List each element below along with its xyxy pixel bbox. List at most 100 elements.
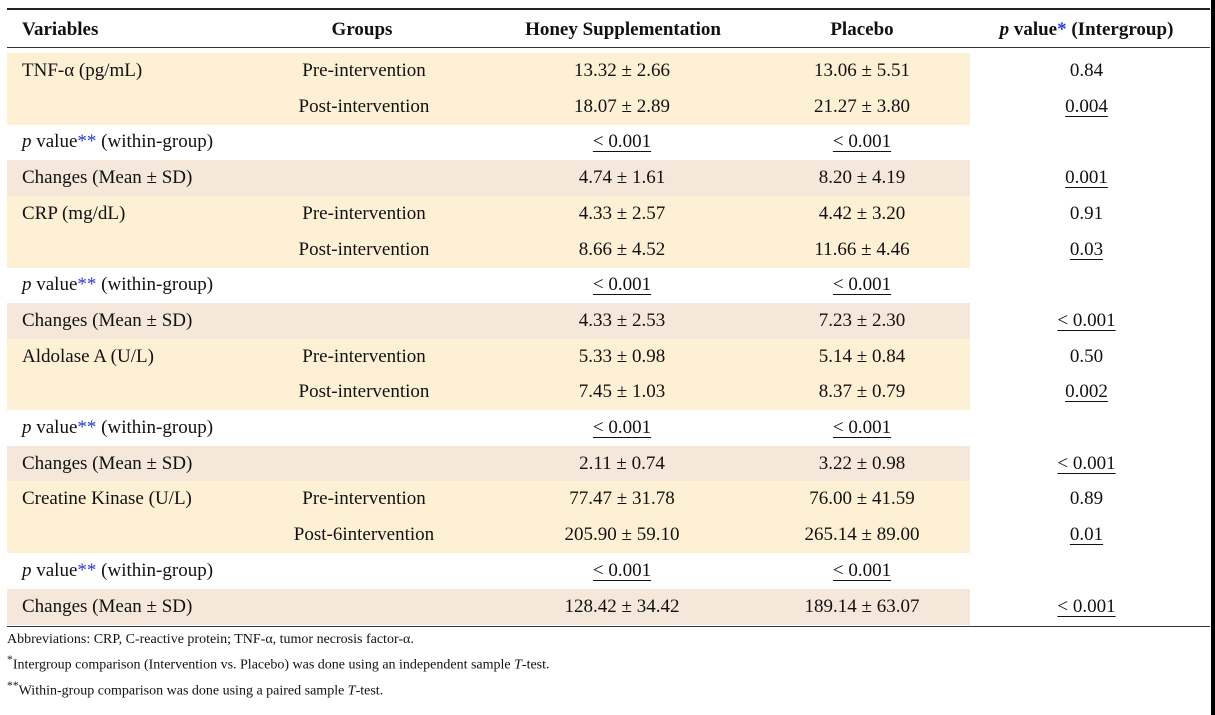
double-asterisk-footnote-marker: ** bbox=[77, 274, 97, 296]
row-p-value: 0.50 bbox=[1069, 345, 1104, 367]
row-variable: TNF-α (pg/mL) bbox=[22, 60, 143, 81]
row-honey-value: 18.07 ± 2.89 bbox=[574, 95, 670, 117]
table-row: p value** (within-group) < 0.001 < 0.001 bbox=[7, 553, 970, 589]
row-group bbox=[275, 410, 453, 446]
row-honey-value: 5.33 ± 0.98 bbox=[578, 345, 666, 367]
row-variable: p value** (within-group) bbox=[22, 131, 214, 153]
table-row: Post-intervention 7.45 ± 1.03 8.37 ± 0.79 0… bbox=[7, 374, 1108, 411]
table-row: Post-6intervention 205.90 ± 59.10 265.14 ±… bbox=[7, 517, 1103, 554]
table-bottom-rule bbox=[7, 626, 1210, 627]
table-header-rule bbox=[7, 47, 1210, 48]
row-group bbox=[275, 589, 453, 625]
table-row: Changes (Mean ± SD) 4.33 ± 2.53 7.23 ± 2.3… bbox=[7, 302, 1116, 339]
row-honey-value: 13.32 ± 2.66 bbox=[574, 60, 670, 81]
row-placebo-value: 3.22 ± 0.98 bbox=[818, 452, 906, 474]
row-variable: p value** (within-group) bbox=[22, 274, 214, 296]
row-placebo-value: 21.27 ± 3.80 bbox=[814, 95, 910, 117]
row-variable: Changes (Mean ± SD) bbox=[22, 595, 193, 617]
double-asterisk-footnote-marker: ** bbox=[77, 131, 97, 153]
row-variable: Creatine Kinase (U/L) bbox=[22, 488, 192, 510]
table-row: p value** (within-group) < 0.001 < 0.001 bbox=[7, 124, 970, 160]
row-placebo-value: 265.14 ± 89.00 bbox=[804, 524, 920, 546]
double-asterisk-footnote-marker: ** bbox=[77, 559, 97, 581]
asterisk-footnote-marker: * bbox=[1057, 19, 1067, 40]
row-honey-value: < 0.001 bbox=[592, 417, 652, 438]
row-p-value: < 0.001 bbox=[1057, 595, 1116, 617]
row-p-value: 0.004 bbox=[1065, 95, 1108, 117]
table-row: p value** (within-group) < 0.001 < 0.001 bbox=[7, 267, 970, 303]
row-placebo-value: < 0.001 bbox=[832, 417, 892, 438]
row-p-value: 0.91 bbox=[1069, 202, 1104, 224]
row-group: Pre-intervention bbox=[302, 345, 426, 367]
row-honey-value: 2.11 ± 0.74 bbox=[579, 452, 665, 474]
header-honey-supplementation: Honey Supplementation bbox=[525, 19, 721, 40]
row-group: Post-intervention bbox=[298, 381, 430, 403]
row-variable: Changes (Mean ± SD) bbox=[22, 309, 193, 331]
table-row: TNF-α (pg/mL) Pre-intervention 13.32 ± 2.6… bbox=[7, 53, 1103, 89]
row-honey-value: 4.33 ± 2.53 bbox=[578, 309, 666, 331]
row-honey-value: < 0.001 bbox=[592, 131, 652, 153]
row-placebo-value: 189.14 ± 63.07 bbox=[804, 595, 920, 617]
row-p-value: 0.002 bbox=[1065, 381, 1108, 403]
row-variable: p value** (within-group) bbox=[22, 417, 214, 438]
header-placebo: Placebo bbox=[830, 19, 894, 40]
row-group: Post-6intervention bbox=[293, 524, 435, 546]
row-placebo-value: 13.06 ± 5.51 bbox=[814, 60, 910, 81]
row-p-value bbox=[970, 410, 1203, 446]
row-variable: CRP (mg/dL) bbox=[22, 202, 126, 224]
row-p-value: < 0.001 bbox=[1057, 452, 1116, 474]
table-row: Changes (Mean ± SD) 128.42 ± 34.42 189.14 … bbox=[7, 588, 1116, 625]
row-honey-value: 8.66 ± 4.52 bbox=[578, 238, 666, 260]
table-row: p value** (within-group) < 0.001 < 0.001 bbox=[7, 410, 970, 446]
footnote-abbreviations: Abbreviations: CRP, C-reactive protein; … bbox=[7, 632, 414, 647]
row-placebo-value: 5.14 ± 0.84 bbox=[818, 345, 906, 367]
table-top-rule bbox=[7, 8, 1210, 10]
row-group bbox=[275, 303, 453, 339]
header-p-value-intergroup: p value* (Intergroup) bbox=[999, 19, 1174, 40]
row-honey-value: 7.45 ± 1.03 bbox=[578, 381, 666, 403]
row-p-value: 0.001 bbox=[1065, 167, 1108, 189]
row-honey-value: 128.42 ± 34.42 bbox=[564, 595, 680, 617]
table-row: Changes (Mean ± SD) 4.74 ± 1.61 8.20 ± 4.1… bbox=[7, 160, 1108, 197]
row-group bbox=[275, 446, 453, 482]
row-honey-value: < 0.001 bbox=[592, 274, 652, 296]
row-placebo-value: 8.37 ± 0.79 bbox=[818, 381, 906, 403]
row-p-value: 0.01 bbox=[1069, 524, 1104, 546]
row-variable: Changes (Mean ± SD) bbox=[22, 167, 193, 189]
table-row: Changes (Mean ± SD) 2.11 ± 0.74 3.22 ± 0.9… bbox=[7, 445, 1116, 482]
row-group bbox=[275, 553, 453, 589]
table-row: Aldolase A (U/L) Pre-intervention 5.33 ± 0… bbox=[7, 338, 1103, 375]
row-group bbox=[275, 124, 453, 160]
row-p-value: 0.89 bbox=[1069, 488, 1104, 510]
row-p-value bbox=[970, 124, 1203, 160]
row-variable: Changes (Mean ± SD) bbox=[22, 452, 193, 474]
row-placebo-value: < 0.001 bbox=[832, 559, 892, 581]
row-p-value: < 0.001 bbox=[1057, 309, 1116, 331]
header-variables: Variables bbox=[22, 19, 99, 40]
row-group bbox=[275, 160, 453, 196]
row-p-value: 0.03 bbox=[1069, 238, 1104, 260]
row-honey-value: 4.74 ± 1.61 bbox=[578, 167, 666, 189]
row-honey-value: < 0.001 bbox=[592, 559, 652, 581]
table-row: Post-intervention 18.07 ± 2.89 21.27 ± 3.8… bbox=[7, 88, 1108, 125]
row-honey-value: 4.33 ± 2.57 bbox=[578, 202, 666, 224]
row-p-value bbox=[970, 553, 1203, 589]
row-group bbox=[275, 267, 453, 303]
row-group: Post-intervention bbox=[298, 238, 430, 260]
row-placebo-value: 76.00 ± 41.59 bbox=[809, 488, 915, 510]
table-row: CRP (mg/dL) Pre-intervention 4.33 ± 2.57 4.… bbox=[7, 195, 1103, 232]
row-placebo-value: 7.23 ± 2.30 bbox=[818, 309, 906, 331]
table-footnotes: Abbreviations: CRP, C-reactive protein; … bbox=[7, 630, 550, 701]
table-header-row: Variables Groups Honey Supplementation P… bbox=[7, 12, 1173, 48]
row-placebo-value: < 0.001 bbox=[832, 131, 892, 153]
row-placebo-value: < 0.001 bbox=[832, 274, 892, 296]
row-placebo-value: 11.66 ± 4.46 bbox=[814, 238, 910, 260]
row-variable: p value** (within-group) bbox=[22, 559, 214, 581]
row-honey-value: 205.90 ± 59.10 bbox=[564, 524, 680, 546]
row-group: Pre-intervention bbox=[302, 60, 426, 81]
row-placebo-value: 8.20 ± 4.19 bbox=[818, 167, 906, 189]
header-groups: Groups bbox=[331, 19, 393, 40]
row-group: Post-intervention bbox=[298, 95, 430, 117]
double-asterisk-footnote-marker: ** bbox=[77, 417, 97, 438]
